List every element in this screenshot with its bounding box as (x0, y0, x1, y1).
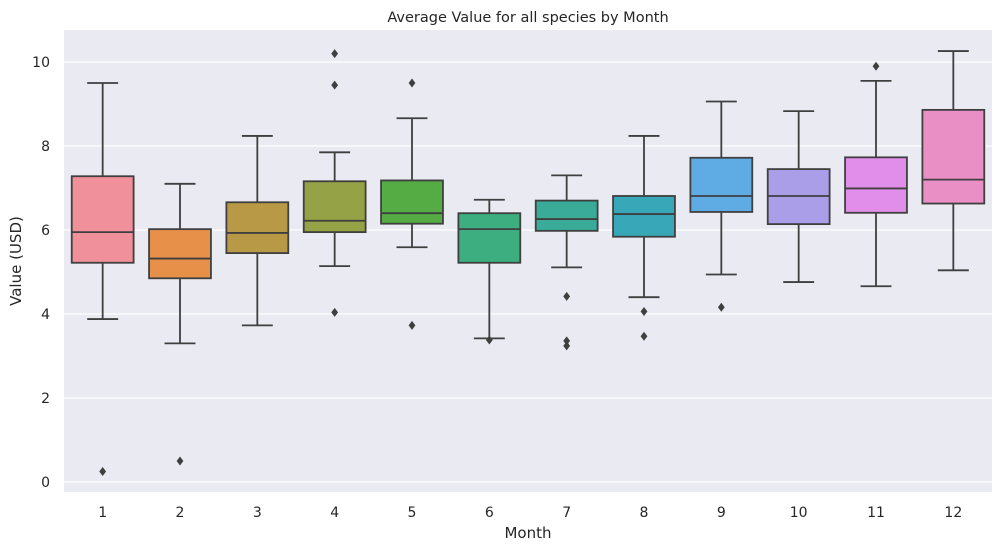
outlier-point (717, 302, 725, 312)
box-iqr (225, 201, 290, 254)
x-tick-label-4: 4 (330, 505, 339, 521)
x-tick-label-8: 8 (640, 505, 649, 521)
outlier-point (640, 331, 648, 341)
box-month-4 (302, 49, 367, 317)
boxes (70, 49, 986, 476)
outlier-point (331, 307, 339, 317)
box-month-5 (380, 78, 444, 330)
box-month-11 (844, 61, 908, 288)
plot-background (64, 30, 992, 492)
y-tick-label-4: 4 (41, 307, 50, 323)
y-tick-labels: 0 2 4 6 8 10 (32, 55, 50, 491)
box-iqr (534, 199, 599, 232)
box-iqr (457, 212, 522, 264)
box-iqr (302, 180, 367, 233)
box-iqr (689, 156, 754, 213)
x-tick-label-3: 3 (253, 505, 262, 521)
outlier-point (640, 306, 648, 316)
x-tick-label-10: 10 (790, 505, 808, 521)
box-iqr (612, 195, 676, 238)
box-iqr (148, 228, 212, 280)
y-tick-label-8: 8 (41, 139, 50, 155)
box-month-10 (766, 110, 831, 283)
y-axis-label: Value (USD) (7, 216, 25, 306)
outlier-point (563, 336, 571, 346)
box-month-3 (225, 135, 290, 327)
y-tick-label-0: 0 (41, 475, 50, 491)
outlier-point (563, 341, 571, 351)
box-iqr (921, 108, 986, 205)
box-month-8 (612, 135, 676, 341)
box-month-12 (921, 50, 986, 272)
y-tick-label-10: 10 (32, 55, 50, 71)
outlier-point (485, 335, 493, 345)
x-tick-label-6: 6 (485, 505, 494, 521)
outlier-point (408, 78, 416, 88)
x-tick-label-9: 9 (717, 505, 726, 521)
y-gridlines (64, 61, 992, 483)
box-month-1 (70, 82, 135, 476)
x-axis-label: Month (504, 524, 551, 542)
outlier-point (872, 61, 880, 71)
box-iqr (380, 179, 444, 225)
outlier-point (408, 320, 416, 330)
x-tick-label-5: 5 (408, 505, 417, 521)
x-tick-label-11: 11 (867, 505, 885, 521)
box-month-6 (457, 198, 522, 345)
x-tick-labels: 1 2 3 4 5 6 7 8 9 10 11 12 (98, 505, 962, 521)
outlier-point (331, 80, 339, 90)
box-month-2 (148, 182, 212, 466)
y-tick-label-6: 6 (41, 223, 50, 239)
box-iqr (70, 175, 135, 264)
x-tick-label-12: 12 (944, 505, 962, 521)
outlier-point (563, 291, 571, 301)
outlier-point (331, 49, 339, 59)
outlier-point (176, 456, 184, 466)
outlier-point (99, 467, 107, 476)
y-tick-label-2: 2 (41, 391, 50, 407)
x-tick-label-2: 2 (176, 505, 185, 521)
chart-title: Average Value for all species by Month (387, 10, 668, 26)
box-month-7 (534, 174, 599, 351)
x-tick-label-7: 7 (562, 505, 571, 521)
box-month-9 (689, 100, 754, 312)
box-iqr (844, 156, 908, 214)
x-tick-label-1: 1 (98, 505, 107, 521)
